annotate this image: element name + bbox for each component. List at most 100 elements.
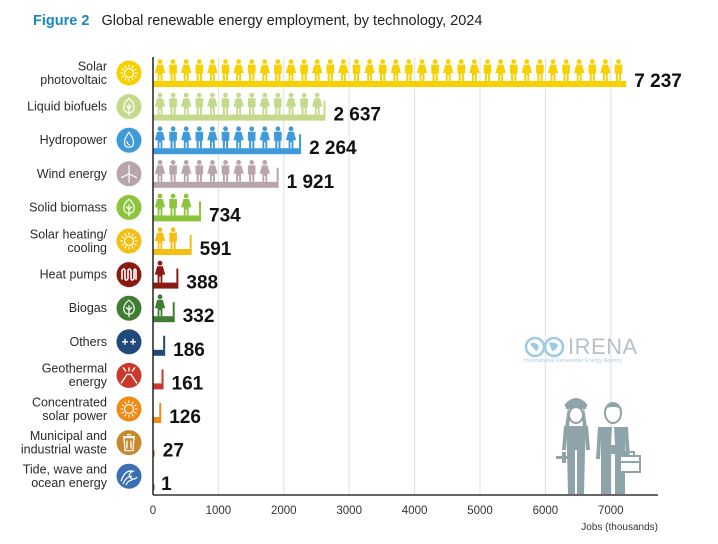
icon-circle <box>116 228 142 254</box>
worker-figure <box>169 193 177 216</box>
bar-base <box>153 148 302 155</box>
worker-figure <box>562 59 570 81</box>
category-label-line: Heat pumps <box>40 268 107 282</box>
worker-figure <box>154 160 166 182</box>
worker-figure <box>259 160 270 182</box>
worker-figure <box>181 193 192 216</box>
worker-figure <box>600 59 611 81</box>
category-label-line: Tide, wave and <box>23 462 107 476</box>
figure-caption: Global renewable energy employment, by t… <box>101 13 483 29</box>
worker-figure <box>195 59 204 81</box>
category-label-line: photovoltaic <box>40 73 107 87</box>
category-label: Biogas <box>69 301 107 315</box>
worker-figure-partial <box>300 126 302 149</box>
worker-figure <box>221 126 230 149</box>
x-tick-label: 7000 <box>598 505 624 517</box>
volcano-icon <box>116 362 142 388</box>
worker-figure <box>285 59 297 81</box>
worker-figure <box>233 92 244 115</box>
worker-figure <box>154 92 166 115</box>
bar-base <box>153 383 164 390</box>
worker-figure <box>352 59 361 81</box>
heat-coil-icon <box>116 262 142 288</box>
bar-end-stub <box>189 235 192 249</box>
sun-icon <box>116 396 142 422</box>
bar <box>153 294 175 323</box>
x-tick-label: 1000 <box>206 505 232 517</box>
worker-figure <box>169 126 177 149</box>
worker-figure <box>181 59 192 81</box>
bar <box>153 395 162 423</box>
worker-figure <box>195 160 204 182</box>
category-label: Wind energy <box>37 167 108 181</box>
category-label-line: solar power <box>42 409 107 423</box>
bar <box>153 361 164 390</box>
worker-figure <box>247 59 256 81</box>
value-label: 332 <box>183 306 215 327</box>
logo-subtitle: International Renewable Energy Agency <box>524 358 622 364</box>
x-tick-label: 6000 <box>533 505 559 517</box>
bar-base <box>153 215 202 222</box>
category-label-line: Municipal and <box>30 429 107 443</box>
worker-figure <box>274 126 282 149</box>
worker-figure <box>181 126 192 149</box>
bar-end-stub <box>276 167 279 182</box>
worker-figure <box>195 92 204 115</box>
value-label: 27 <box>163 441 184 462</box>
icon-circle <box>116 396 142 422</box>
worker-figure <box>207 126 218 149</box>
category-label: Others <box>69 335 107 349</box>
bar-base <box>153 81 627 87</box>
bar <box>153 193 202 222</box>
x-tick-label: 4000 <box>402 505 428 517</box>
bar <box>153 92 326 121</box>
value-label: 2 264 <box>309 138 357 159</box>
figure-title: Figure 2 Global renewable energy employm… <box>33 13 482 29</box>
value-label: 734 <box>209 205 241 226</box>
worker-figure <box>483 59 492 81</box>
bar-end-stub <box>199 201 202 216</box>
bar-end-stub <box>299 134 302 149</box>
worker-figure <box>233 59 244 81</box>
bar-base <box>153 181 279 188</box>
category-icons <box>116 60 142 489</box>
bar <box>153 328 166 356</box>
bar-end-stub <box>159 403 162 417</box>
category-label-line: industrial waste <box>21 442 107 456</box>
category-label-line: ocean energy <box>31 476 108 490</box>
worker-figure-partial <box>154 361 164 384</box>
icon-circle <box>116 362 142 388</box>
worker-figure <box>221 160 230 182</box>
figure-number: Figure 2 <box>33 13 90 29</box>
bar <box>153 227 192 255</box>
x-tick-label: 3000 <box>336 505 362 517</box>
worker-figure <box>536 59 544 81</box>
worker-figure <box>364 59 375 81</box>
category-label: Heat pumps <box>40 268 107 282</box>
worker-figure <box>300 92 308 115</box>
worker-figure <box>457 59 466 81</box>
value-label: 7 237 <box>634 71 682 92</box>
value-label: 186 <box>173 340 205 361</box>
bar-base <box>153 417 162 423</box>
worker-figure <box>169 227 177 249</box>
worker-figure <box>259 92 270 115</box>
icon-circle <box>116 430 142 456</box>
category-label-line: Hydropower <box>40 133 107 147</box>
bar <box>153 450 155 457</box>
value-label: 2 637 <box>333 105 381 126</box>
worker-figure <box>221 92 230 115</box>
worker-figure <box>326 59 335 81</box>
x-tick-label: 2000 <box>271 505 297 517</box>
worker-figure <box>431 59 439 81</box>
x-axis-title: Jobs (thousands) <box>581 522 658 533</box>
category-label-line: Biogas <box>69 301 107 315</box>
workers-illustration <box>556 398 641 494</box>
worker-figure <box>247 92 256 115</box>
bar-base <box>153 450 155 457</box>
worker-figure <box>154 227 166 249</box>
